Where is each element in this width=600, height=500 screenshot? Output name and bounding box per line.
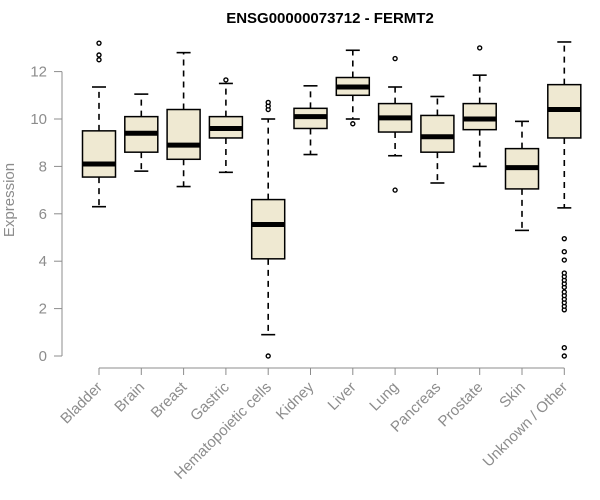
x-tick-label: Liver xyxy=(325,379,360,414)
y-tick-label: 10 xyxy=(30,111,47,128)
x-tick-label: Brain xyxy=(111,379,148,416)
box-group xyxy=(335,49,371,127)
x-tick-label: Skin xyxy=(496,379,529,412)
y-tick-label: 8 xyxy=(39,158,47,175)
outlier-point xyxy=(561,257,567,263)
outlier-point xyxy=(392,55,398,62)
x-tick-label: Bladder xyxy=(57,379,106,428)
box-group xyxy=(547,41,582,359)
outlier-point xyxy=(561,289,567,295)
box-group xyxy=(293,85,328,156)
y-tick-label: 6 xyxy=(39,206,47,223)
box-iqr xyxy=(250,198,286,260)
outlier-point xyxy=(96,57,102,63)
outlier-point xyxy=(477,45,483,51)
x-tick-label: Prostate xyxy=(435,379,487,431)
x-tick-label: Breast xyxy=(148,378,191,421)
outlier-point xyxy=(265,99,271,106)
box-iqr xyxy=(166,108,201,161)
outlier-point xyxy=(561,345,567,351)
box-group xyxy=(124,93,159,172)
outlier-point xyxy=(561,235,567,242)
plot-area xyxy=(81,40,582,359)
box-group xyxy=(420,95,455,184)
y-tick-label: 2 xyxy=(39,301,47,318)
outlier-point xyxy=(350,121,356,127)
y-tick-label: 0 xyxy=(39,348,47,365)
box-iqr xyxy=(420,114,455,153)
box-group xyxy=(377,55,413,193)
outlier-point xyxy=(561,353,567,359)
box-group xyxy=(462,45,497,168)
box-group xyxy=(504,120,540,232)
box-group xyxy=(250,99,286,359)
outlier-point xyxy=(265,353,271,359)
x-tick-label: Lung xyxy=(366,379,402,415)
outlier-point xyxy=(392,187,398,193)
box-group xyxy=(166,51,201,188)
box-group xyxy=(81,40,117,208)
chart-title: ENSG00000073712 - FERMT2 xyxy=(226,10,434,27)
y-tick-label: 12 xyxy=(30,64,47,81)
outlier-point xyxy=(561,270,567,276)
y-tick-label: 4 xyxy=(39,253,47,270)
box-iqr xyxy=(81,130,117,178)
outlier-point xyxy=(223,77,229,83)
outlier-point xyxy=(561,249,567,255)
y-axis-label: Expression xyxy=(1,163,18,237)
outlier-point xyxy=(96,52,102,58)
box-group xyxy=(208,77,244,174)
x-tick-label: Kidney xyxy=(273,378,318,423)
outlier-point xyxy=(96,40,102,46)
